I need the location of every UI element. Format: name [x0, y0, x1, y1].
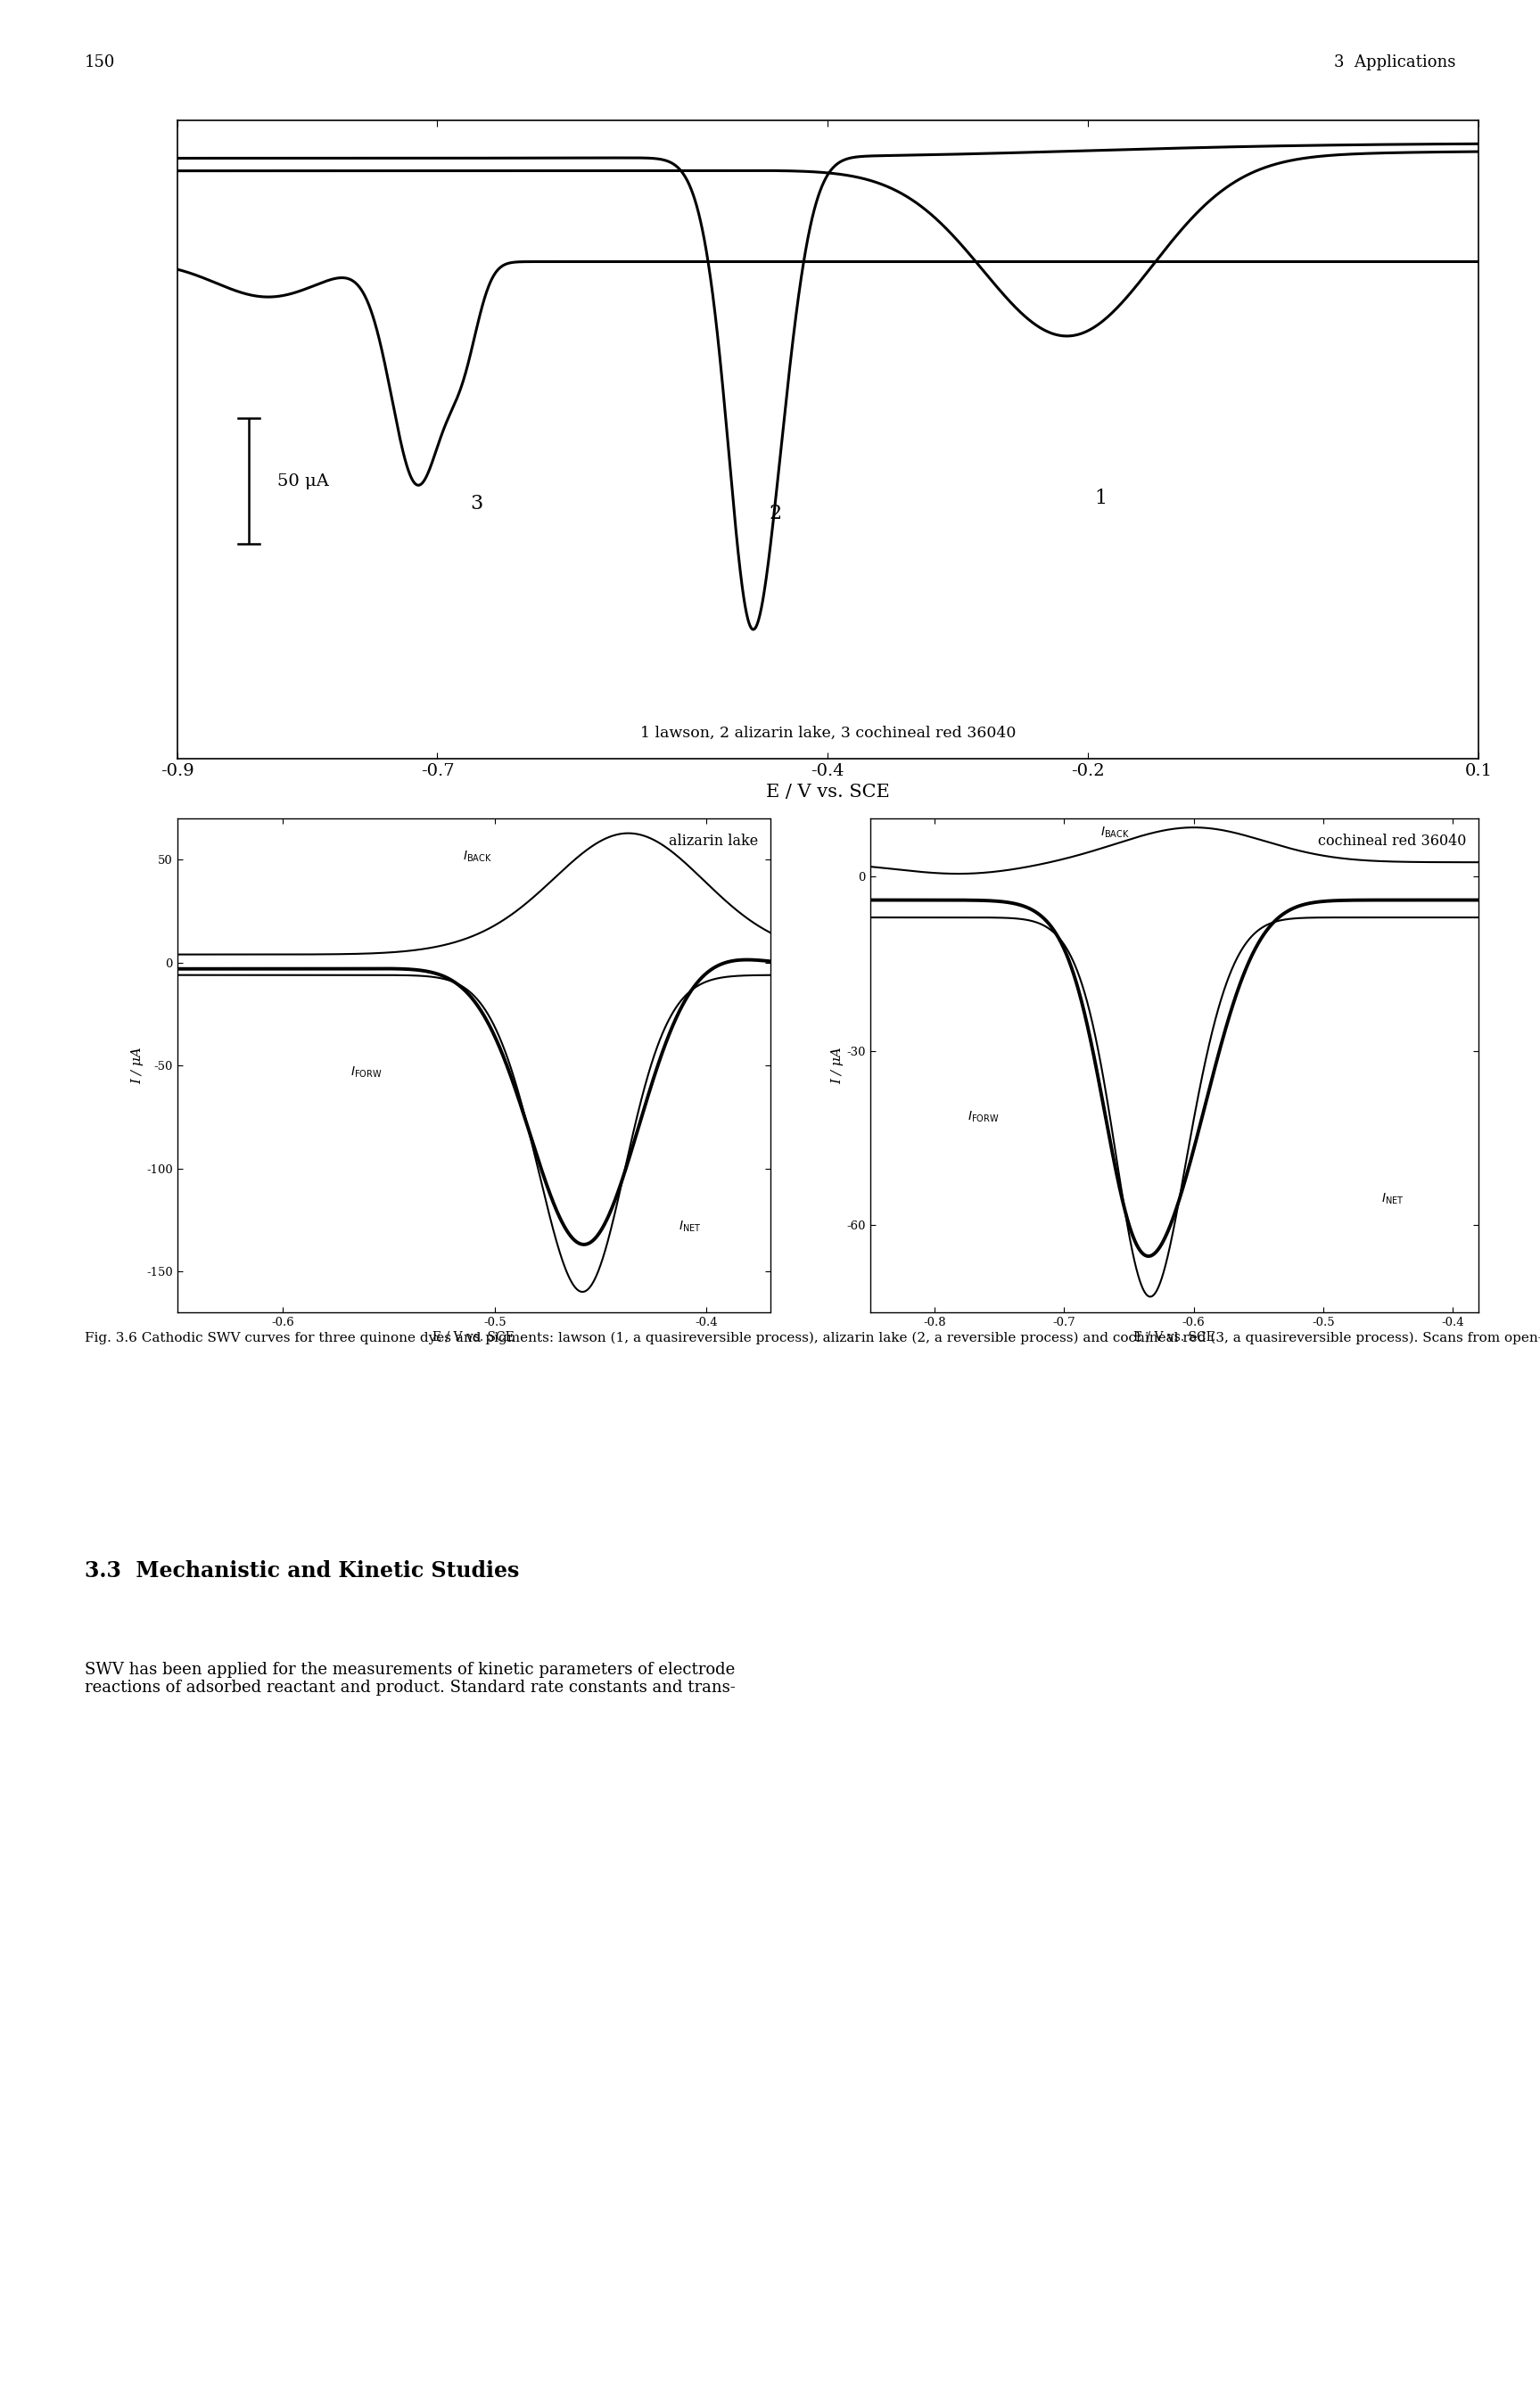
Text: 3  Applications: 3 Applications — [1334, 53, 1455, 70]
Text: cochineal red 36040: cochineal red 36040 — [1318, 833, 1466, 848]
Text: 1 lawson, 2 alizarin lake, 3 cochineal red 36040: 1 lawson, 2 alizarin lake, 3 cochineal r… — [641, 725, 1015, 742]
Text: Fig. 3.6 Cathodic SWV curves for three quinone dyes and pigments: lawson (1, a q: Fig. 3.6 Cathodic SWV curves for three q… — [85, 1332, 1540, 1344]
Text: $I_{\mathsf{BACK}}$: $I_{\mathsf{BACK}}$ — [464, 850, 493, 864]
Text: 150: 150 — [85, 53, 115, 70]
Text: $I_{\mathsf{FORW}}$: $I_{\mathsf{FORW}}$ — [967, 1110, 999, 1125]
Text: SWV has been applied for the measurements of kinetic parameters of electrode
rea: SWV has been applied for the measurement… — [85, 1662, 736, 1695]
Text: 3.3  Mechanistic and Kinetic Studies: 3.3 Mechanistic and Kinetic Studies — [85, 1560, 519, 1582]
Text: 1: 1 — [1095, 489, 1107, 508]
Text: $I_{\mathsf{NET}}$: $I_{\mathsf{NET}}$ — [1381, 1192, 1404, 1206]
Text: $I_{\mathsf{BACK}}$: $I_{\mathsf{BACK}}$ — [1101, 826, 1130, 840]
X-axis label: E / V vs. SCE: E / V vs. SCE — [765, 785, 890, 802]
Text: alizarin lake: alizarin lake — [668, 833, 758, 848]
Text: $I_{\mathsf{FORW}}$: $I_{\mathsf{FORW}}$ — [351, 1064, 382, 1079]
Text: $I_{\mathsf{NET}}$: $I_{\mathsf{NET}}$ — [679, 1218, 702, 1233]
X-axis label: E / V vs. SCE: E / V vs. SCE — [433, 1332, 514, 1344]
Y-axis label: I / μA: I / μA — [131, 1047, 143, 1084]
Text: 50 μA: 50 μA — [277, 472, 330, 489]
Text: 2: 2 — [768, 503, 782, 523]
Y-axis label: I / μA: I / μA — [832, 1047, 844, 1084]
X-axis label: E / V vs. SCE: E / V vs. SCE — [1133, 1332, 1215, 1344]
Text: 3: 3 — [470, 494, 482, 513]
